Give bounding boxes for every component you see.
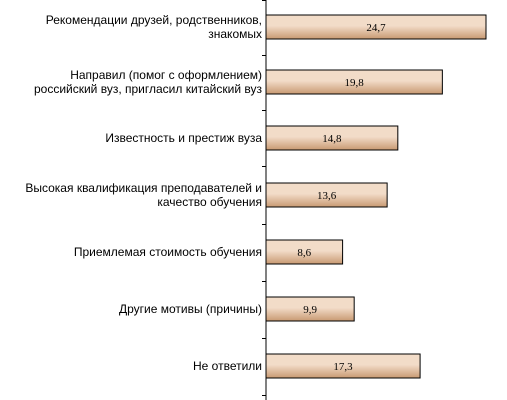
bar-value-label: 13,6 (317, 190, 337, 202)
category-label: Направил (помог с оформлением) российски… (33, 68, 262, 96)
bar-value-label: 14,8 (322, 133, 342, 145)
bars-layer: 24,7 19,8 14,8 13,6 8,6 9,9 17,3 (265, 14, 487, 379)
bar (265, 125, 399, 151)
bar (265, 14, 487, 40)
bar-value-label: 17,3 (333, 361, 353, 373)
bar-value-label: 9,9 (303, 304, 317, 316)
bar (265, 353, 421, 379)
category-label: Другие мотивы (причины) (118, 302, 262, 316)
bar (265, 182, 388, 208)
category-label: Высокая квалификация преподавателей и ка… (25, 181, 262, 209)
bar-value-label: 8,6 (297, 247, 311, 259)
bar-value-label: 24,7 (366, 22, 386, 34)
bar-value-label: 19,8 (345, 77, 365, 89)
category-label: Не ответили (193, 359, 262, 373)
bar (265, 239, 344, 265)
axis-layer (262, 0, 267, 400)
bar (265, 69, 443, 95)
category-label: Известность и престиж вуза (105, 131, 262, 145)
category-label: Приемлемая стоимость обучения (73, 245, 262, 259)
category-label: Рекомендации друзей, родственников, знак… (45, 13, 262, 41)
bar (265, 296, 355, 322)
